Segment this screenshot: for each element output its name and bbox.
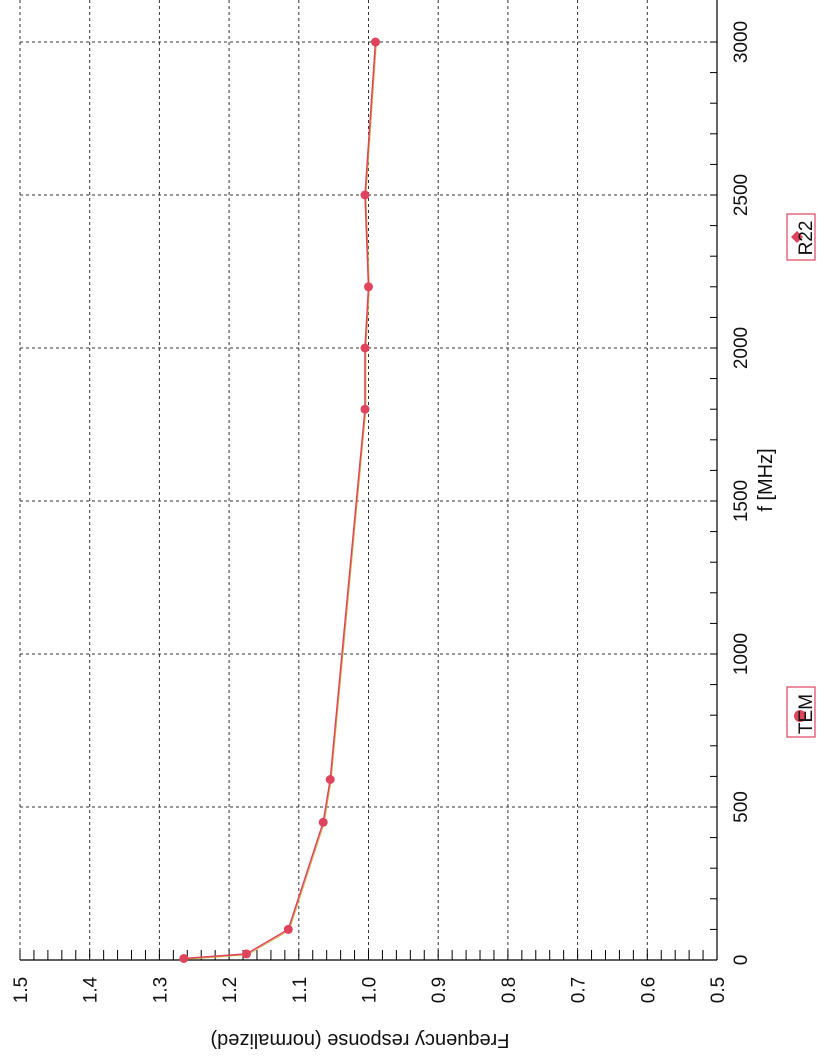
legend: TEM R22 bbox=[786, 213, 817, 738]
data-point bbox=[360, 190, 370, 200]
legend-label-r22: R22 bbox=[796, 221, 817, 256]
x-tick-label: 500 bbox=[731, 791, 752, 823]
x-tick-label: 0 bbox=[731, 955, 752, 966]
y-tick-label: 1.4 bbox=[81, 976, 102, 1003]
series-line bbox=[183, 41, 377, 960]
x-tick-label: 1500 bbox=[731, 480, 752, 522]
legend-marker-circle bbox=[794, 710, 806, 722]
series-line-shadow bbox=[184, 42, 377, 960]
data-point bbox=[360, 343, 370, 353]
y-tick-label: 1.5 bbox=[11, 977, 32, 1003]
y-tick-label: 0.6 bbox=[638, 977, 659, 1003]
legend-item-r22: R22 bbox=[786, 213, 817, 261]
y-tick-label: 1.1 bbox=[290, 977, 311, 1003]
legend-label-tem: TEM bbox=[796, 694, 817, 734]
tick-labels: 0.5 0.6 0.7 0.8 0.9 1.0 1.1 1.2 1.3 1.4 1.5 0 500 100… bbox=[11, 21, 752, 1003]
data-point bbox=[318, 817, 328, 827]
data-point bbox=[242, 949, 251, 959]
y-tick-label: 0.7 bbox=[569, 977, 590, 1003]
y-tick-label: 0.5 bbox=[708, 977, 729, 1003]
data-point bbox=[360, 404, 370, 414]
x-tick-label: 1000 bbox=[731, 633, 752, 675]
series bbox=[179, 37, 380, 963]
y-tick-label: 1.3 bbox=[150, 977, 171, 1003]
axes bbox=[19, 0, 718, 961]
legend-item-tem: TEM bbox=[786, 686, 817, 738]
x-axis-label: f [MHz] bbox=[755, 448, 777, 511]
data-point bbox=[325, 775, 335, 784]
y-tick-label: 0.8 bbox=[499, 977, 520, 1003]
y-tick-label: 0.9 bbox=[429, 977, 450, 1003]
x-tick-label: 2000 bbox=[731, 327, 752, 369]
data-point bbox=[364, 282, 373, 292]
data-point bbox=[283, 924, 293, 934]
y-tick-label: 1.0 bbox=[360, 977, 381, 1003]
x-tick-label: 2500 bbox=[731, 174, 752, 216]
x-tick-label: 3000 bbox=[731, 21, 752, 63]
y-tick-label: 1.2 bbox=[220, 977, 241, 1003]
data-point bbox=[179, 954, 189, 963]
legend-marker-diamond bbox=[791, 231, 803, 243]
data-point bbox=[371, 37, 380, 47]
y-axis-label: Frequency response (normalized) bbox=[210, 1029, 509, 1051]
